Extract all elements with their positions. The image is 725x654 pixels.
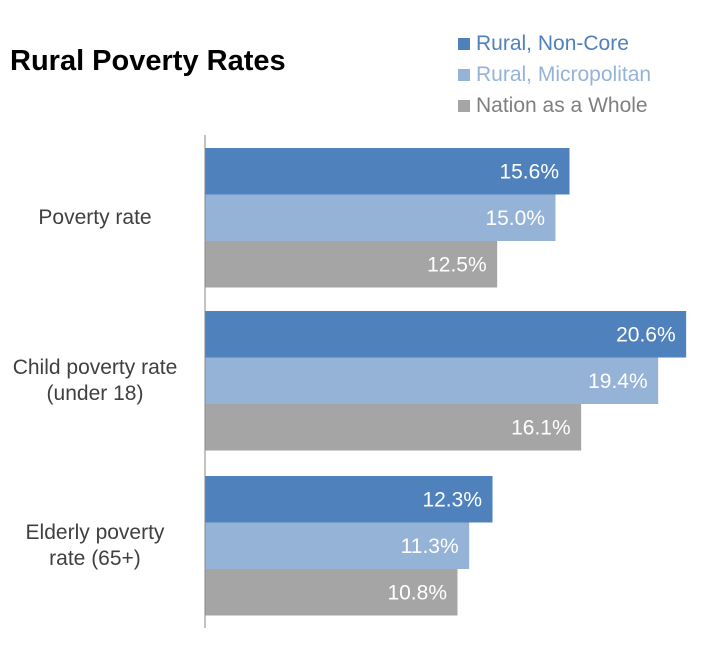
- chart-title: Rural Poverty Rates: [10, 45, 286, 77]
- bar: [205, 194, 556, 241]
- category-label: Poverty rate: [38, 205, 152, 229]
- category-label: Elderly poverty rate (65+): [25, 520, 165, 570]
- legend-label: Rural, Non-Core: [476, 31, 629, 55]
- bar: [205, 476, 493, 523]
- bar: [205, 241, 498, 288]
- data-label: 10.8%: [387, 581, 447, 604]
- data-label: 12.3%: [422, 488, 482, 511]
- legend-item: Rural, Micropolitan: [458, 59, 651, 90]
- bar: [205, 357, 659, 404]
- bar: [205, 311, 687, 358]
- legend: Rural, Non-Core Rural, Micropolitan Nation…: [458, 28, 651, 121]
- bar: [205, 569, 458, 616]
- bar: [205, 522, 470, 569]
- legend-item: Rural, Non-Core: [458, 28, 651, 59]
- legend-item: Nation as a Whole: [458, 90, 651, 121]
- data-label: 11.3%: [401, 535, 459, 558]
- category-label: Child poverty rate (under 18): [12, 355, 178, 405]
- data-label: 19.4%: [588, 370, 648, 393]
- data-label: 15.0%: [485, 207, 545, 230]
- legend-swatch: [458, 68, 470, 81]
- bar: [205, 148, 570, 195]
- legend-label: Rural, Micropolitan: [476, 62, 652, 86]
- data-label: 16.1%: [511, 416, 571, 439]
- data-label: 12.5%: [427, 253, 487, 276]
- data-label: 20.6%: [616, 323, 676, 346]
- legend-swatch: [458, 99, 470, 112]
- legend-swatch: [458, 37, 470, 50]
- data-label: 15.6%: [499, 160, 559, 183]
- bar: [205, 404, 582, 451]
- legend-label: Nation as a Whole: [476, 93, 648, 117]
